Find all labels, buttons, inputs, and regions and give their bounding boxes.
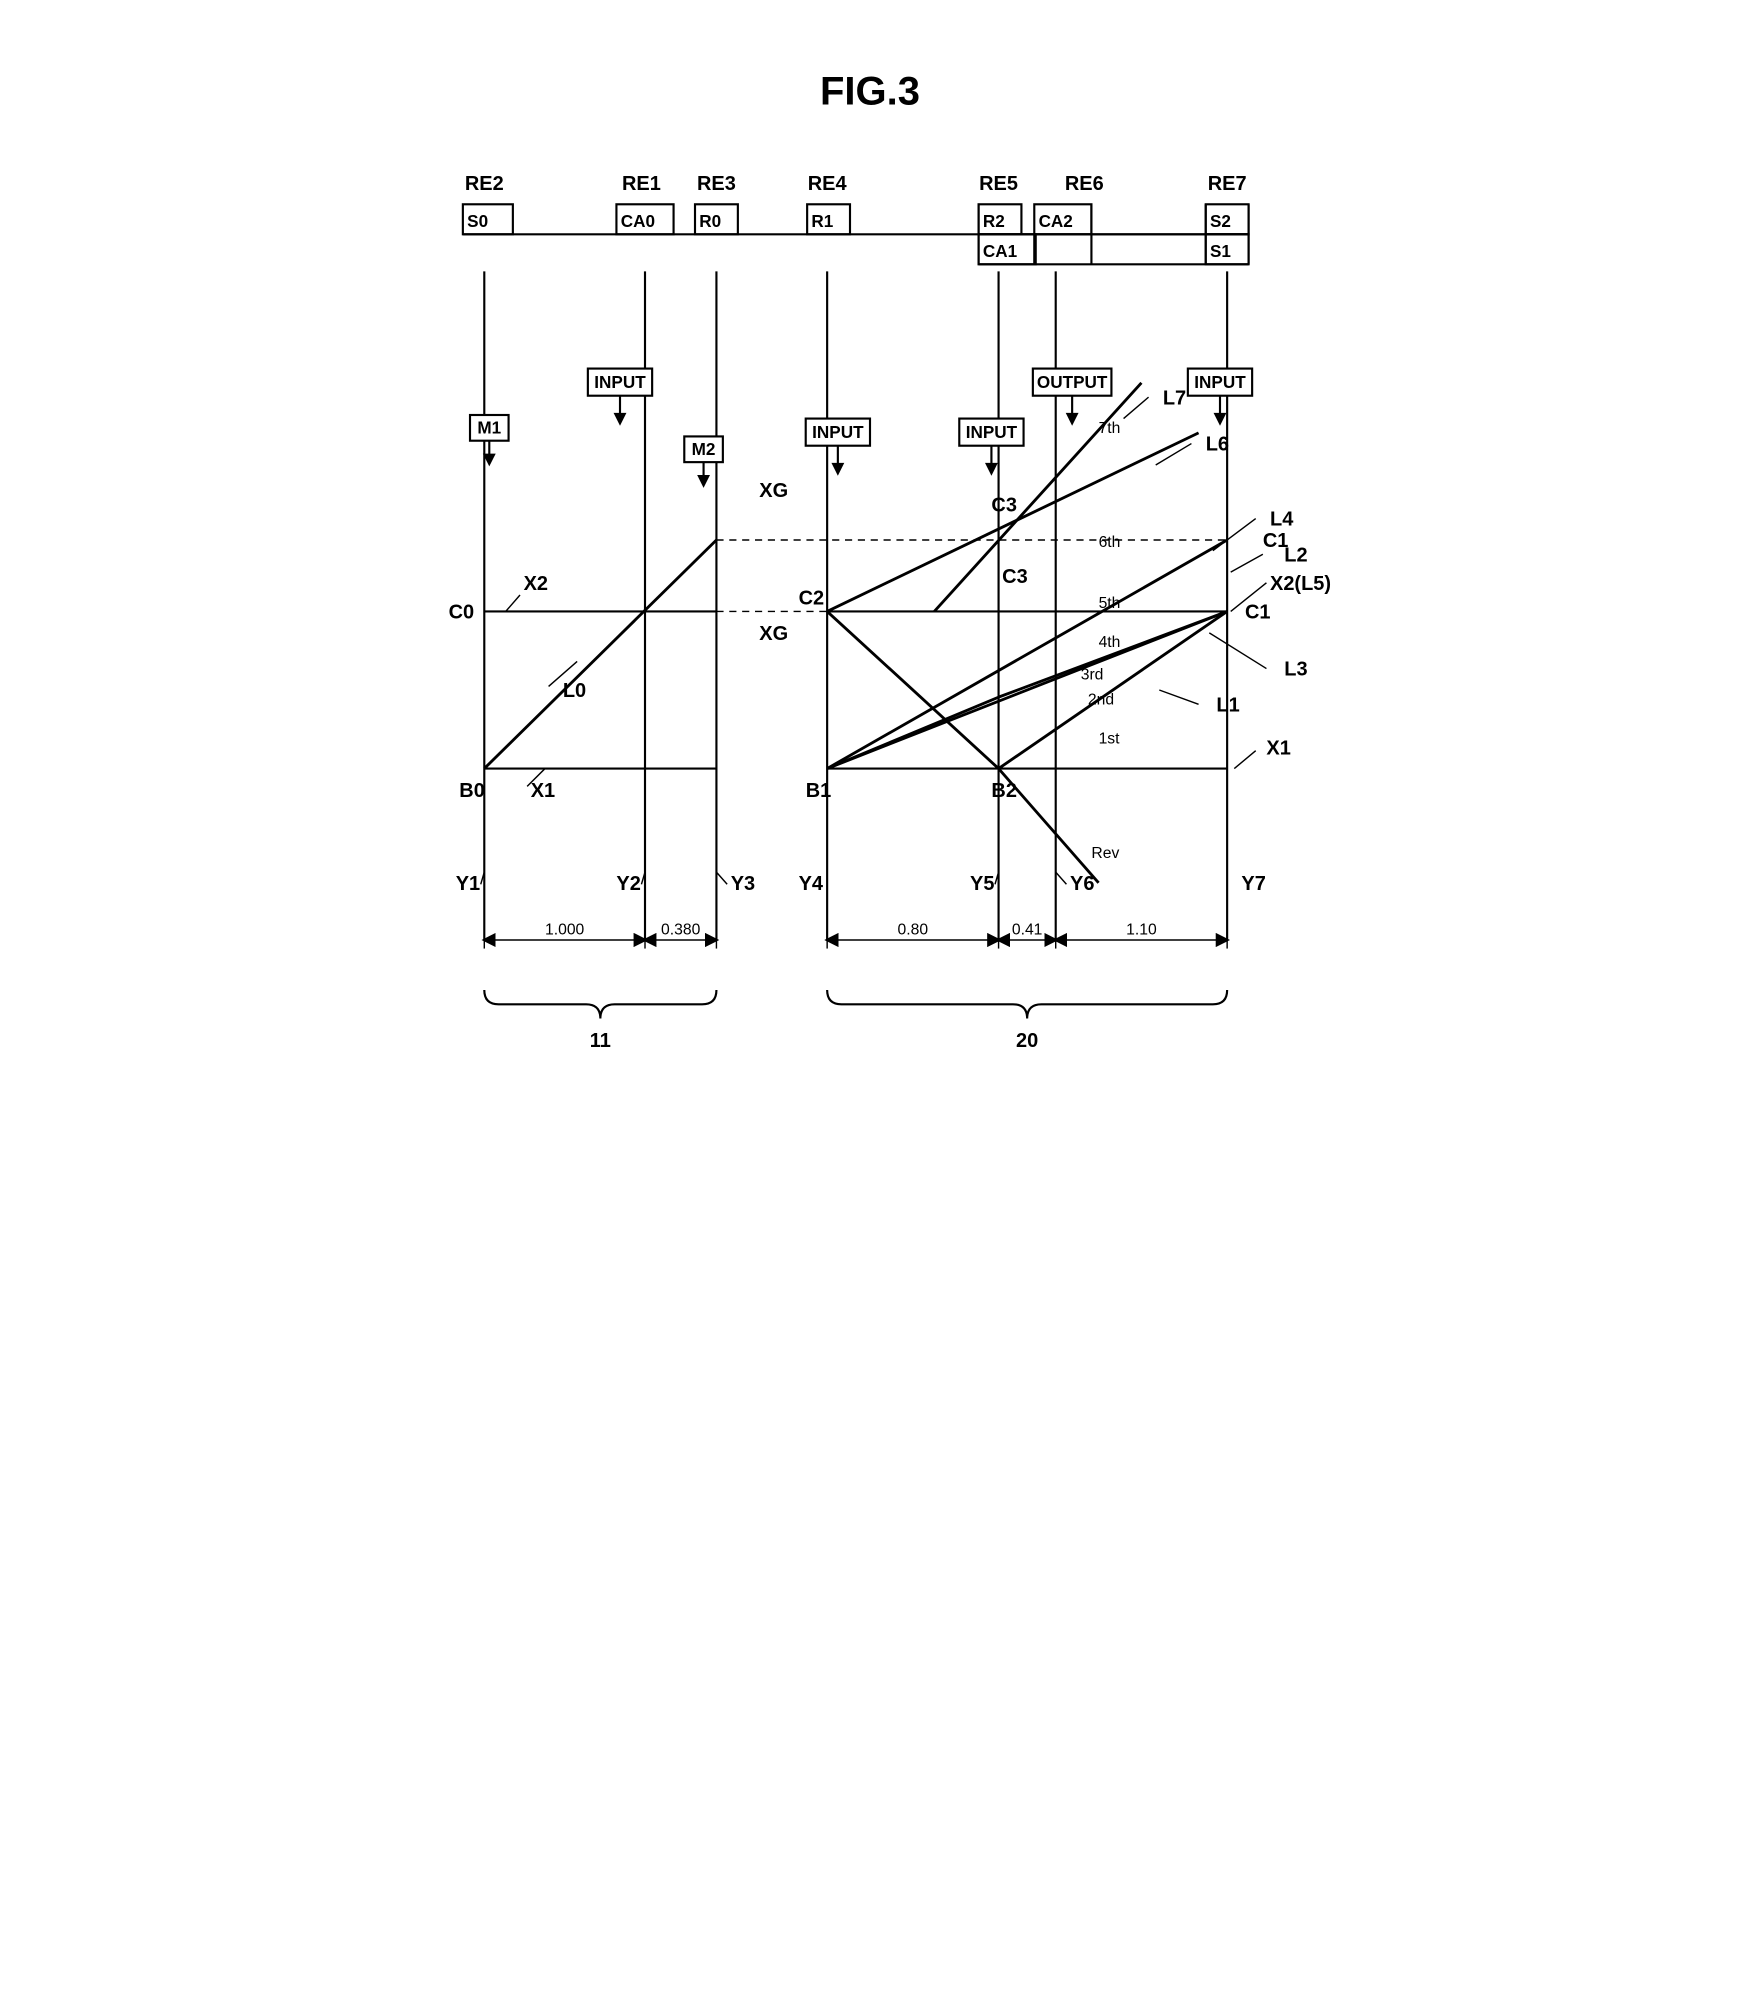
line-label: L0: [562, 680, 585, 702]
line-label: C2: [798, 587, 824, 609]
gear-label: 5th: [1098, 595, 1120, 612]
figure-3-diagram: FIG.3 RE2 RE1 RE3 RE4 RE5 RE6 RE7 S0 CA0 R0 R1 R2 CA2…: [370, 40, 1370, 1183]
dimension-value: 0.380: [661, 921, 701, 938]
gear-label: 4th: [1098, 634, 1120, 651]
line-label: X1: [1266, 737, 1290, 759]
line-label: X2(L5): [1269, 573, 1330, 595]
gear-label: Rev: [1091, 845, 1119, 862]
re-label: RE6: [1064, 173, 1103, 195]
gear-label: 6th: [1098, 534, 1120, 551]
y-label: Y5: [969, 873, 993, 895]
line-label: L7: [1162, 387, 1185, 409]
line-label: X2: [523, 573, 547, 595]
line-label: B0: [459, 780, 485, 802]
io-box-label: INPUT: [812, 422, 864, 442]
element-box-label: S1: [1209, 241, 1230, 261]
line-label: XG: [759, 623, 788, 645]
gear-label: 7th: [1098, 420, 1120, 437]
y-label: Y1: [455, 873, 479, 895]
gear-label: 1st: [1098, 731, 1120, 748]
dimension-value: 0.41: [1011, 921, 1042, 938]
y-label: Y2: [616, 873, 640, 895]
line-L7: [934, 383, 1141, 612]
element-box-label: S2: [1209, 211, 1230, 231]
line-label: B2: [991, 780, 1017, 802]
io-box-label: OUTPUT: [1036, 372, 1107, 392]
y-label: Y3: [730, 873, 754, 895]
line-label: L1: [1216, 694, 1239, 716]
figure-title: FIG.3: [820, 69, 920, 113]
y-label: Y6: [1069, 873, 1093, 895]
io-box-label: INPUT: [1194, 372, 1246, 392]
line-L0: [484, 540, 716, 769]
io-box-label: INPUT: [965, 422, 1017, 442]
dimension-value: 1.10: [1126, 921, 1157, 938]
element-box-label: CA1: [982, 241, 1017, 261]
brace: [484, 990, 716, 1019]
line-label: C3: [991, 494, 1017, 516]
element-box-label: R0: [699, 211, 721, 231]
line-label: B1: [805, 780, 831, 802]
re-label: RE2: [464, 173, 503, 195]
element-box-label: CA2: [1038, 211, 1072, 231]
re-label: RE5: [979, 173, 1018, 195]
re-label: RE1: [621, 173, 660, 195]
line-label: L6: [1205, 434, 1228, 456]
element-box-label: R1: [811, 211, 833, 231]
brace: [827, 990, 1227, 1019]
m-box-label: M2: [691, 439, 715, 459]
y-label: Y7: [1241, 873, 1265, 895]
gear-label: 3rd: [1080, 666, 1103, 683]
dimension-value: 1.000: [544, 921, 584, 938]
line-label: L3: [1284, 659, 1307, 681]
y-label: Y4: [798, 873, 822, 895]
line-label: C0: [448, 602, 474, 624]
line-label: X1: [530, 780, 554, 802]
line-L3: [998, 611, 1227, 697]
line-label: C3: [1002, 566, 1028, 588]
line-label: XG: [759, 480, 788, 502]
m-box-label: M1: [477, 418, 501, 438]
io-box-label: INPUT: [594, 372, 646, 392]
re-label: RE4: [807, 173, 846, 195]
gear-label: 2nd: [1087, 691, 1113, 708]
brace-label: 11: [589, 1030, 610, 1052]
dimension-value: 0.80: [897, 921, 928, 938]
re-label: RE7: [1207, 173, 1246, 195]
line-label: C1: [1262, 530, 1288, 552]
brace-label: 20: [1016, 1030, 1038, 1052]
line-label: C1: [1244, 602, 1270, 624]
line-label: L4: [1269, 509, 1292, 531]
element-box-label: CA0: [620, 211, 654, 231]
element-box-label: S0: [467, 211, 488, 231]
element-box-label: R2: [982, 211, 1004, 231]
re-label: RE3: [696, 173, 735, 195]
